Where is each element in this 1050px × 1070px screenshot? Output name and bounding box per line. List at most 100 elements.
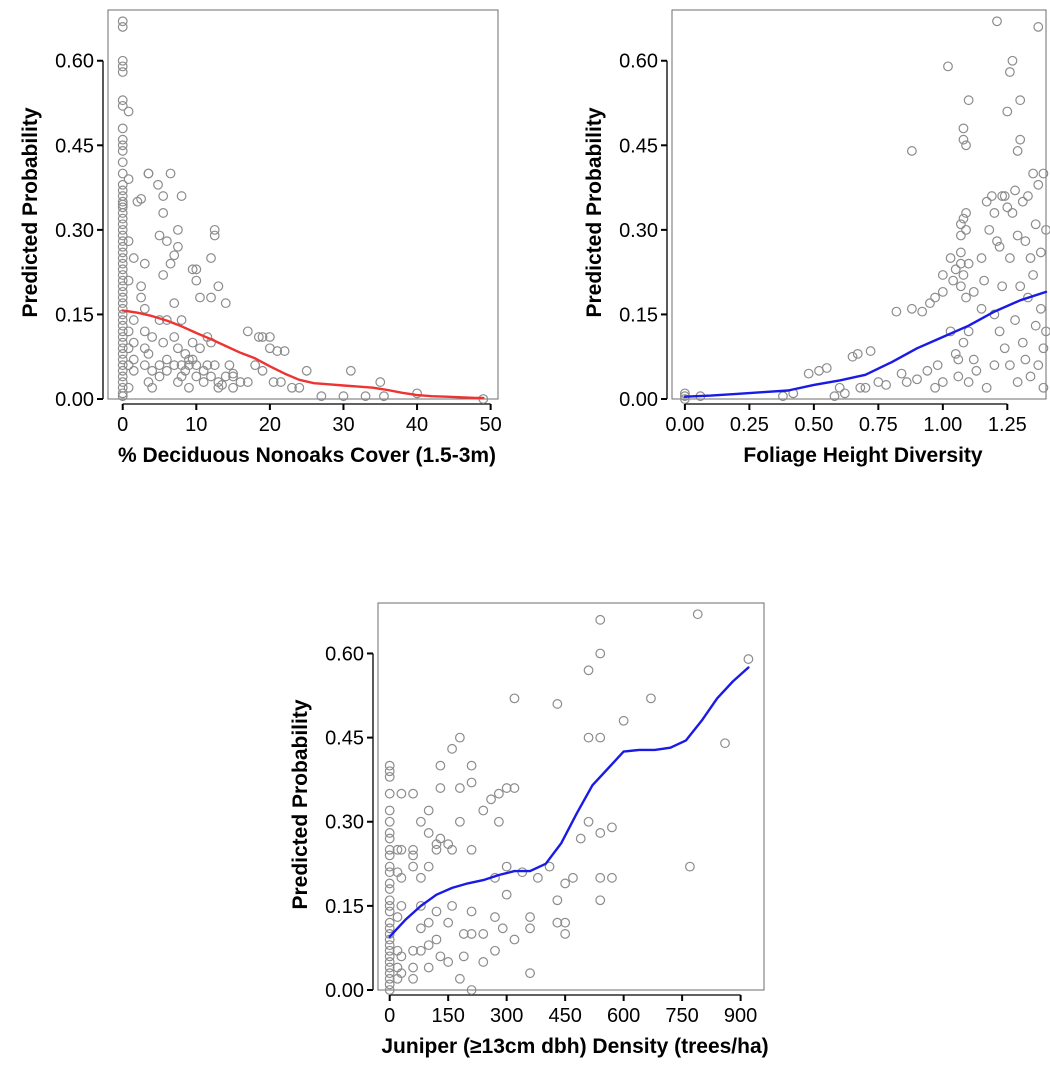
data-point — [209, 360, 220, 371]
data-point — [423, 962, 434, 973]
data-point — [123, 360, 134, 371]
data-point — [117, 354, 128, 365]
data-point — [396, 844, 407, 855]
data-point — [384, 917, 395, 928]
data-point — [117, 303, 128, 314]
data-point — [408, 962, 418, 973]
y-tick-label: 0.15 — [619, 304, 658, 326]
data-point — [169, 250, 180, 261]
data-point — [396, 900, 407, 911]
data-point — [384, 816, 395, 827]
data-point — [139, 360, 150, 371]
y-tick-label: 0.15 — [55, 304, 94, 326]
data-point — [187, 337, 198, 348]
data-point — [384, 985, 395, 995]
data-point — [165, 258, 176, 269]
fit-line — [388, 666, 750, 938]
data-point — [117, 140, 128, 151]
data-point — [169, 298, 180, 309]
data-point — [423, 917, 434, 928]
data-point — [139, 303, 150, 314]
data-point — [1033, 179, 1044, 190]
data-point — [435, 833, 446, 844]
data-point — [117, 320, 128, 331]
data-point — [384, 906, 395, 917]
data-point — [685, 861, 695, 872]
data-point — [117, 258, 128, 269]
data-point — [136, 193, 147, 204]
data-point — [1028, 168, 1039, 179]
data-point — [384, 923, 395, 934]
data-point — [161, 365, 172, 376]
data-point — [117, 391, 128, 402]
chart-panel-1: 0.00 0.15 0.30 0.45 0.60 0 10 20 30 40 50 % Deciduo… — [19, 9, 502, 467]
data-point — [497, 923, 508, 934]
data-point — [123, 275, 134, 286]
data-point — [396, 872, 407, 883]
data-point — [117, 224, 128, 235]
data-point — [839, 388, 850, 399]
data-point — [279, 346, 290, 356]
data-point — [392, 912, 403, 922]
data-point — [384, 878, 395, 889]
data-point — [881, 380, 891, 390]
data-point — [117, 292, 128, 303]
data-point — [117, 196, 128, 207]
data-point — [408, 861, 418, 872]
data-point — [1012, 146, 1023, 156]
data-point — [963, 377, 974, 387]
data-point — [989, 208, 1000, 218]
y-tick-label: 0.00 — [619, 389, 658, 411]
data-point — [158, 270, 169, 280]
data-point — [173, 224, 183, 235]
data-point — [165, 168, 176, 179]
data-point — [1028, 270, 1039, 280]
data-point — [906, 146, 917, 156]
data-point — [195, 343, 205, 354]
data-point — [379, 391, 389, 402]
chart-panel-2: 0.00 0.15 0.30 0.45 0.60 0.00 0.25 0.50 0.75 1.00… — [583, 9, 1050, 467]
x-tick-label: 50 — [480, 414, 502, 436]
x-tick-label: 450 — [548, 1005, 581, 1027]
data-point — [384, 861, 395, 872]
y-tick-label: 0.15 — [325, 896, 364, 918]
data-point — [396, 968, 407, 979]
data-point — [997, 191, 1008, 201]
data-point — [860, 382, 871, 393]
data-point — [971, 365, 982, 376]
data-point — [384, 788, 395, 799]
data-point — [466, 760, 477, 771]
data-point — [1020, 354, 1031, 365]
data-point — [117, 343, 128, 354]
data-point — [408, 973, 418, 984]
data-point — [1002, 202, 1013, 213]
x-tick-label: 0.50 — [794, 414, 833, 436]
data-point — [345, 365, 356, 376]
data-point — [128, 253, 139, 263]
data-point — [1015, 95, 1026, 106]
data-point — [184, 382, 194, 393]
data-point — [117, 61, 128, 72]
plot-frame — [107, 9, 499, 400]
data-point — [228, 368, 238, 379]
x-tick-label: 0.00 — [665, 414, 704, 436]
data-points — [117, 16, 489, 404]
y-tick-label: 0.30 — [325, 812, 364, 834]
data-point — [117, 298, 128, 309]
data-point — [396, 788, 407, 799]
data-point — [1017, 196, 1028, 207]
data-point — [431, 906, 442, 917]
data-point — [338, 391, 349, 402]
data-point — [384, 957, 395, 967]
data-point — [999, 191, 1010, 201]
data-point — [173, 343, 183, 354]
x-axis-title: Foliage Height Diversity — [743, 444, 983, 467]
data-point — [384, 968, 395, 979]
data-point — [384, 979, 395, 990]
data-point — [384, 929, 395, 939]
y-tick-label: 0.60 — [619, 51, 658, 73]
data-point — [466, 906, 477, 917]
data-point — [123, 106, 134, 117]
data-point — [423, 861, 434, 872]
data-point — [447, 844, 457, 855]
